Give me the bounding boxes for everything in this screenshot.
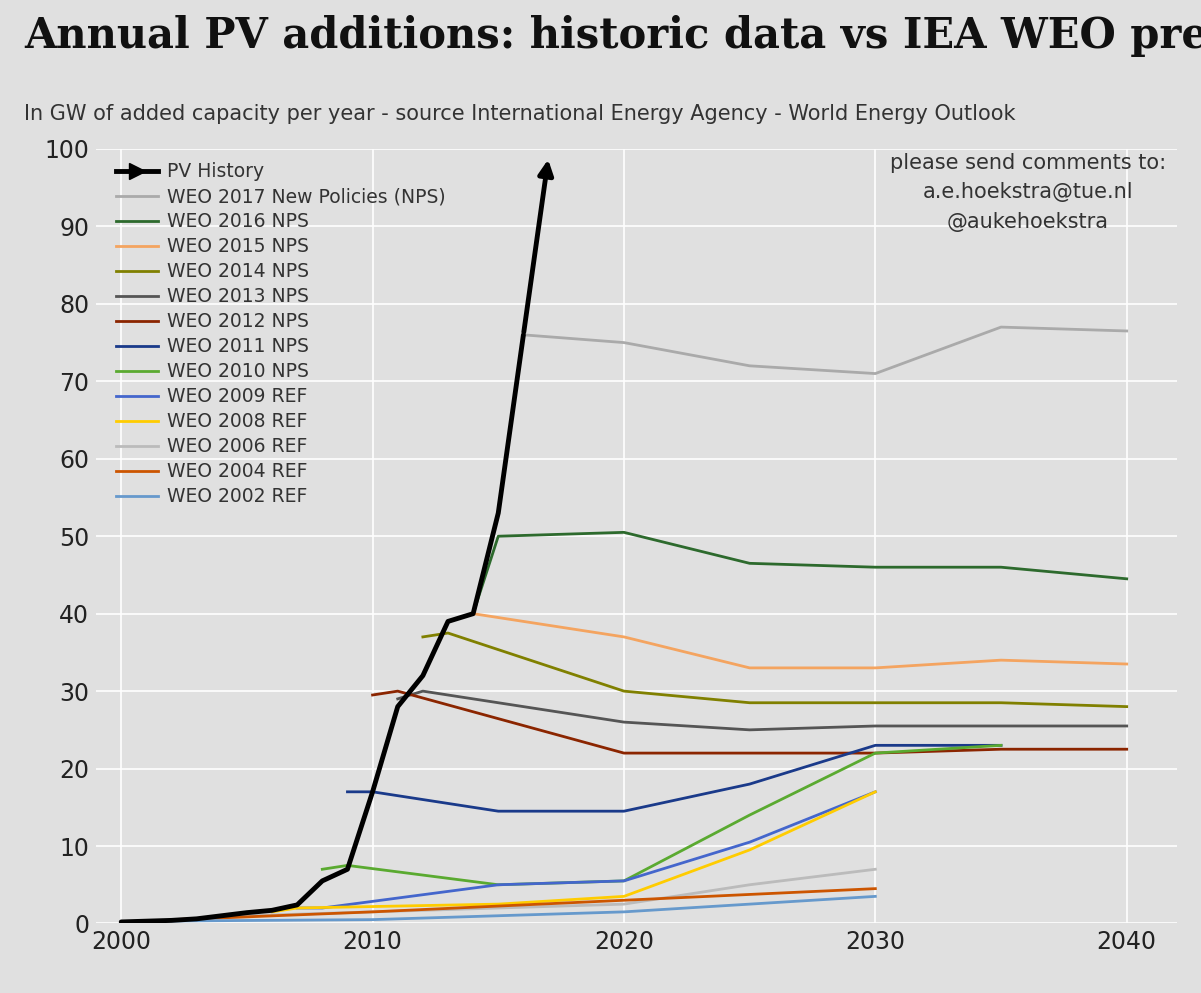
Text: please send comments to:
a.e.hoekstra@tue.nl
@aukehoekstra: please send comments to: a.e.hoekstra@tu… — [890, 153, 1166, 232]
Legend: PV History, WEO 2017 New Policies (NPS), WEO 2016 NPS, WEO 2015 NPS, WEO 2014 NP: PV History, WEO 2017 New Policies (NPS),… — [116, 162, 446, 506]
Text: In GW of added capacity per year - source International Energy Agency - World En: In GW of added capacity per year - sourc… — [24, 104, 1016, 124]
Text: Annual PV additions: historic data vs IEA WEO predictions: Annual PV additions: historic data vs IE… — [24, 15, 1201, 57]
